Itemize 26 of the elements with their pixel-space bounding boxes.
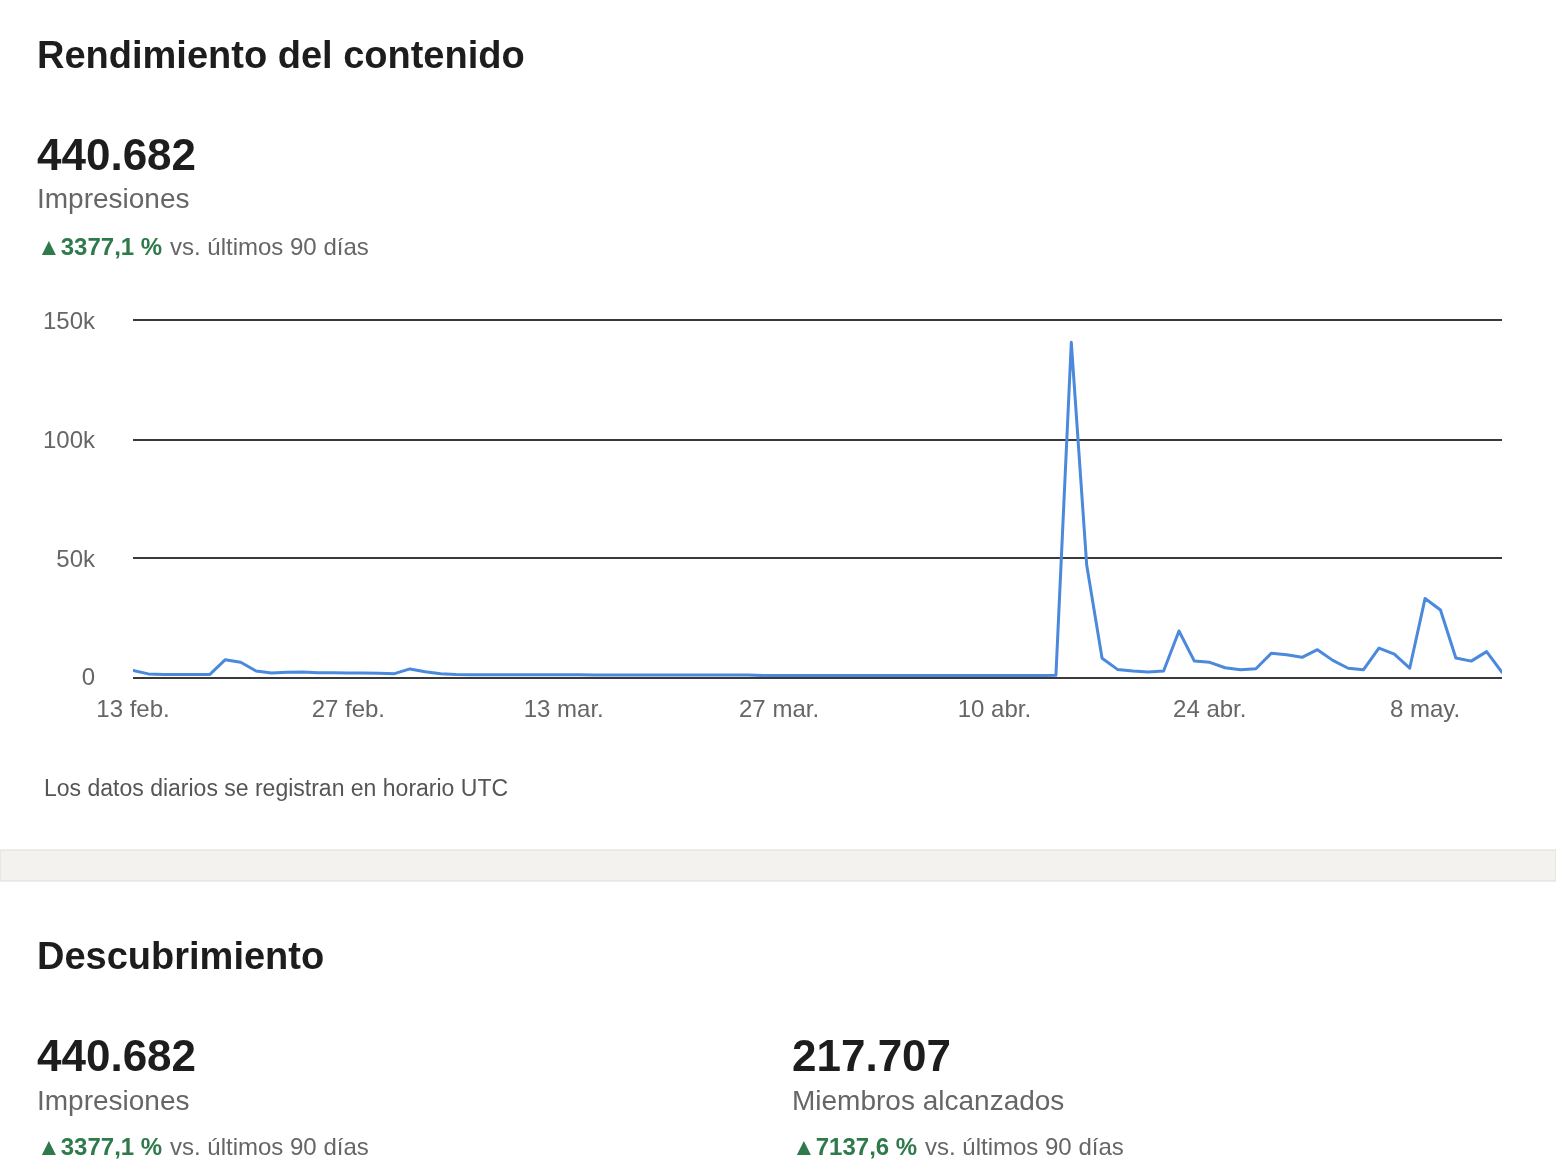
x-tick-label: 24 abr. [1173,694,1247,722]
text: vs. últimos 90 días [170,233,369,260]
text: vs. últimos 90 días [925,1133,1124,1160]
text: ▲3377,1 % [37,233,163,260]
text: 217.707 [792,1031,952,1080]
chart-title: Rendimiento del contenido [37,34,525,76]
text: Los datos diarios se registran en horario UTC [44,775,509,801]
text: Miembros alcanzados [792,1085,1065,1116]
y-tick-label: 150k [42,307,96,335]
text: ▲7137,6 % [792,1133,918,1160]
y-tick-label: 50k [56,544,96,572]
text: 440.682 [37,130,197,179]
y-tick-label: 100k [42,426,96,454]
x-tick-label: 13 feb. [96,694,170,722]
text: ▲3377,1 % [37,1133,163,1160]
text: Impresiones [37,183,190,214]
x-tick-label: 8 may. [1389,694,1461,722]
x-tick-label: 27 feb. [311,694,386,722]
x-tick-label: 13 mar. [523,694,604,722]
x-tick-label: 27 mar. [739,694,820,722]
y-tick-label: 0 [81,663,95,691]
x-tick-label: 10 abr. [957,694,1032,722]
text: Impresiones [37,1085,190,1116]
text: Descubrimiento [37,935,325,977]
text: vs. últimos 90 días [170,1133,369,1160]
text: 440.682 [37,1031,197,1080]
